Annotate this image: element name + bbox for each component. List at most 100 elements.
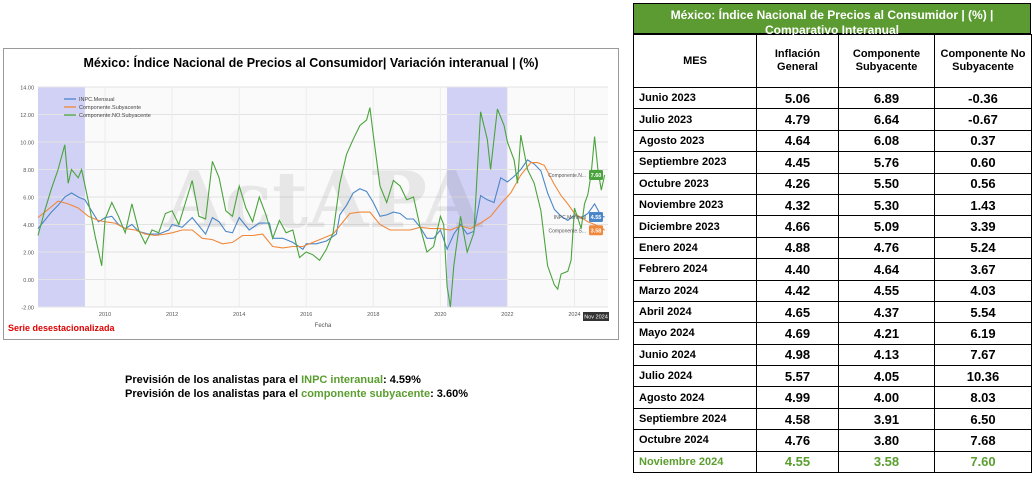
series-end-value: 7.60	[591, 173, 602, 179]
cell-inflacion-general: 4.76	[756, 429, 839, 452]
table-body: Junio 2023 5.06 6.89 -0.36 Julio 2023 4.79 6.6…	[633, 86, 1032, 474]
cell-inflacion-general: 4.58	[756, 407, 839, 431]
series-end-label: INPC.Mensual	[554, 215, 586, 221]
cell-subyacente: 6.64	[838, 108, 935, 131]
cell-mes: Mayo 2024	[633, 322, 757, 345]
cell-subyacente: 5.50	[838, 172, 935, 195]
table-row: Enero 2024 4.88 4.76 5.24	[633, 236, 1032, 260]
cell-subyacente: 4.13	[838, 343, 935, 367]
table-row: Septiembre 2024 4.58 3.91 6.50	[633, 407, 1032, 431]
comparison-table-panel: México: Índice Nacional de Precios al Co…	[633, 3, 1032, 474]
cell-inflacion-general: 4.26	[756, 172, 839, 195]
cell-mes: Enero 2024	[633, 236, 757, 260]
y-tick-label: 4.00	[23, 223, 34, 229]
cell-no-subyacente: 5.24	[934, 236, 1032, 260]
y-tick-label: 12.00	[20, 113, 34, 119]
series-end-badge	[589, 211, 603, 222]
header-mes: MES	[633, 34, 757, 88]
cell-inflacion-general: 5.57	[756, 365, 839, 388]
cell-no-subyacente: 1.43	[934, 193, 1032, 217]
cell-no-subyacente: 10.36	[934, 365, 1032, 388]
cell-no-subyacente: 7.67	[934, 343, 1032, 367]
cell-subyacente: 3.91	[838, 407, 935, 431]
cell-subyacente: 3.80	[838, 429, 935, 452]
series-end-label: Componente.S...	[548, 228, 586, 234]
table-row: Febrero 2024 4.40 4.64 3.67	[633, 258, 1032, 281]
cell-no-subyacente: -0.36	[934, 86, 1032, 110]
cell-mes: Junio 2023	[633, 86, 757, 110]
cell-no-subyacente: 3.39	[934, 215, 1032, 238]
y-tick-label: 10.00	[20, 141, 34, 147]
table-row: Abril 2024 4.65 4.37 5.54	[633, 300, 1032, 324]
table-row: Junio 2024 4.98 4.13 7.67	[633, 343, 1032, 367]
cell-subyacente: 4.37	[838, 300, 935, 324]
cell-inflacion-general: 4.66	[756, 215, 839, 238]
cell-mes: Noviembre 2023	[633, 193, 757, 217]
x-tick-label: 2012	[166, 312, 178, 318]
cell-subyacente: 6.08	[838, 129, 935, 153]
cell-inflacion-general: 4.79	[756, 108, 839, 131]
cell-subyacente: 5.09	[838, 215, 935, 238]
cell-no-subyacente: 0.56	[934, 172, 1032, 195]
header-inflacion-general: Inflación General	[756, 34, 839, 88]
table-row: Diciembre 2023 4.66 5.09 3.39	[633, 215, 1032, 238]
legend-label: Componente.NO.Subyacente	[79, 113, 151, 119]
cell-inflacion-general: 5.06	[756, 86, 839, 110]
cell-no-subyacente: 3.67	[934, 258, 1032, 281]
x-tick-label: 2010	[99, 312, 111, 318]
cell-no-subyacente: 7.60	[934, 450, 1032, 474]
x-tick-label: 2022	[501, 312, 513, 318]
series-line-1	[37, 162, 605, 249]
table-row: Marzo 2024 4.42 4.55 4.03	[633, 279, 1032, 302]
cell-mes: Septiembre 2024	[633, 407, 757, 431]
series-end-value: 3.58	[591, 228, 602, 234]
header-no-subyacente: Componente No Subyacente	[934, 34, 1032, 88]
x-tick-label: 2024	[568, 312, 580, 318]
x-tick-label: 2016	[300, 312, 312, 318]
cell-no-subyacente: 0.60	[934, 151, 1032, 174]
cell-inflacion-general: 4.45	[756, 151, 839, 174]
x-tick-label: 2018	[367, 312, 379, 318]
forecast-value: : 4.59%	[383, 374, 421, 386]
table-row: Junio 2023 5.06 6.89 -0.36	[633, 86, 1032, 110]
table-row: Mayo 2024 4.69 4.21 6.19	[633, 322, 1032, 345]
cell-mes: Octubre 2024	[633, 429, 757, 452]
inflation-line-chart: -2.00 0.00 2.00 4.00 6.00 8.00 10.00 12.00 14.00…	[20, 86, 609, 329]
legend-label: Componente.Subyacente	[79, 105, 141, 111]
y-tick-label: 14.00	[20, 86, 34, 92]
y-tick-label: -2.00	[21, 306, 34, 312]
table-row: Septiembre 2023 4.45 5.76 0.60	[633, 151, 1032, 174]
table-row: Octubre 2023 4.26 5.50 0.56	[633, 172, 1032, 195]
cell-inflacion-general: 4.55	[756, 450, 839, 474]
cell-mes: Febrero 2024	[633, 258, 757, 281]
end-date-badge	[583, 312, 609, 321]
cell-inflacion-general: 4.69	[756, 322, 839, 345]
cell-subyacente: 4.21	[838, 322, 935, 345]
cell-no-subyacente: 6.19	[934, 322, 1032, 345]
cell-mes: Diciembre 2023	[633, 215, 757, 238]
cell-mes: Agosto 2024	[633, 386, 757, 409]
cell-mes: Septiembre 2023	[633, 151, 757, 174]
cell-subyacente: 4.76	[838, 236, 935, 260]
table-title: México: Índice Nacional de Precios al Co…	[633, 3, 1031, 37]
chart-title: México: Índice Nacional de Precios al Co…	[83, 56, 539, 70]
forecast-inpc-line: Previsión de los analistas para el INPC …	[125, 373, 468, 387]
table-header-row: MES Inflación General Componente Subyace…	[633, 34, 1032, 88]
x-tick-label: 2020	[434, 312, 446, 318]
cell-no-subyacente: -0.67	[934, 108, 1032, 131]
cell-mes: Noviembre 2024	[633, 450, 757, 474]
y-tick-label: 6.00	[23, 196, 34, 202]
forecast-highlight: componente subyacente	[301, 388, 431, 400]
cell-inflacion-general: 4.65	[756, 300, 839, 324]
cell-inflacion-general: 4.99	[756, 386, 839, 409]
forecast-core-line: Previsión de los analistas para el compo…	[125, 387, 468, 401]
cell-inflacion-general: 4.42	[756, 279, 839, 302]
cell-mes: Abril 2024	[633, 300, 757, 324]
cell-no-subyacente: 6.50	[934, 407, 1032, 431]
header-subyacente: Componente Subyacente	[838, 34, 935, 88]
table-row: Agosto 2024 4.99 4.00 8.03	[633, 386, 1032, 409]
seasonally-adjusted-note: Serie desestacionalizada	[8, 323, 115, 333]
cell-inflacion-general: 4.40	[756, 258, 839, 281]
cell-subyacente: 5.30	[838, 193, 935, 217]
series-end-value: 4.55	[591, 215, 602, 221]
